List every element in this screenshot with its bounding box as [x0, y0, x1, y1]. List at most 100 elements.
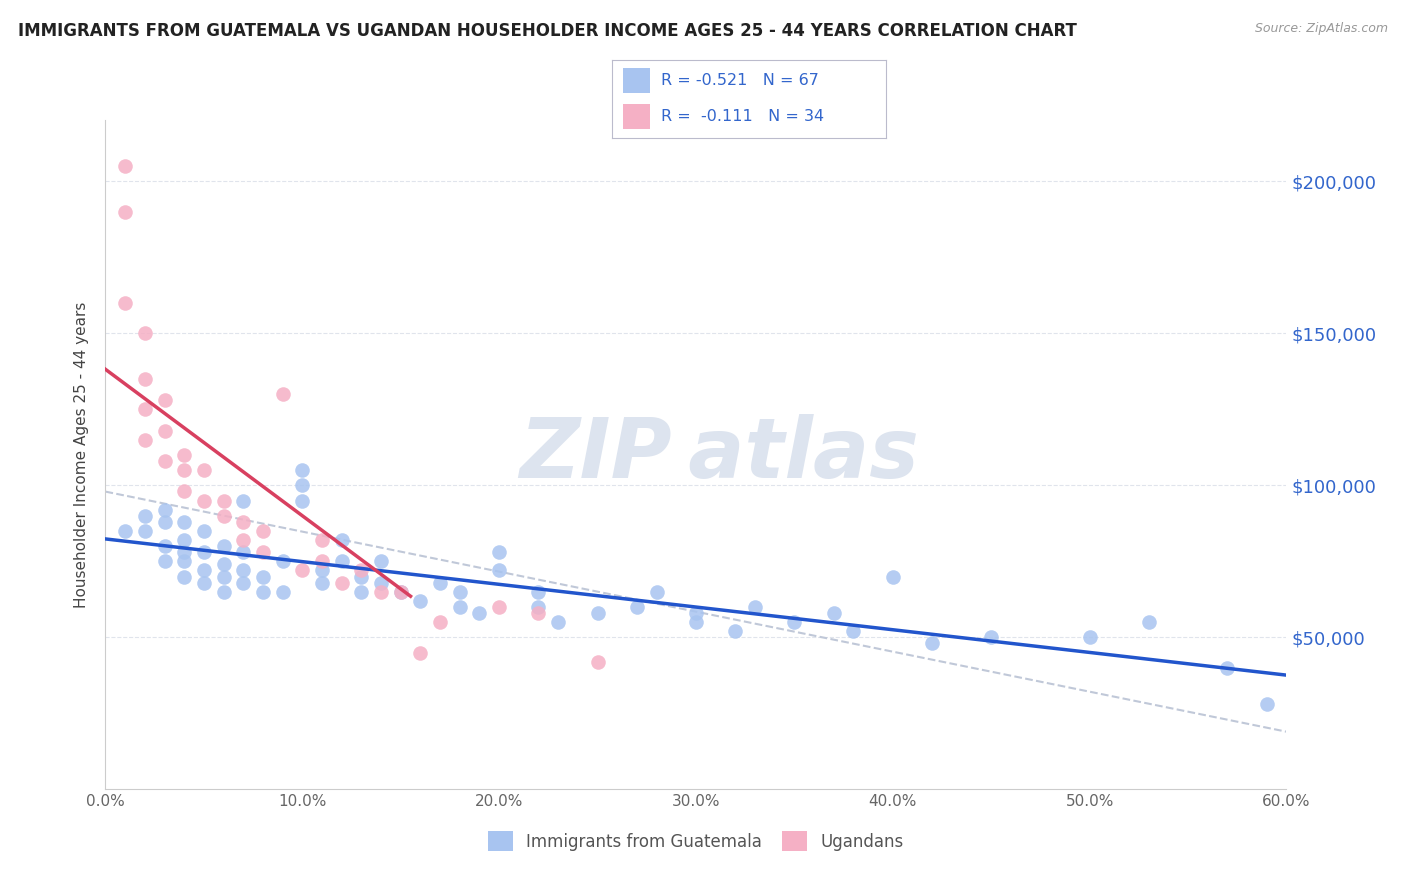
Point [153, 539, 176, 553]
Point [783, 615, 806, 630]
Point [134, 402, 156, 417]
Point [232, 564, 254, 578]
Point [488, 599, 510, 614]
Point [882, 569, 904, 583]
Point [134, 524, 156, 538]
Point [586, 655, 609, 669]
Point [547, 615, 569, 630]
Point [193, 493, 215, 508]
Bar [623, 103, 650, 128]
Point [370, 584, 392, 599]
Point [842, 624, 865, 639]
Point [311, 575, 333, 590]
Point [350, 569, 373, 583]
Point [527, 584, 550, 599]
Point [1078, 631, 1101, 645]
Point [173, 533, 195, 547]
Point [173, 463, 195, 477]
Point [271, 584, 294, 599]
Point [389, 584, 412, 599]
Point [409, 646, 432, 660]
Point [232, 545, 254, 559]
Point [252, 545, 274, 559]
Point [232, 575, 254, 590]
Text: IMMIGRANTS FROM GUATEMALA VS UGANDAN HOUSEHOLDER INCOME AGES 25 - 44 YEARS CORRE: IMMIGRANTS FROM GUATEMALA VS UGANDAN HOU… [18, 22, 1077, 40]
Point [527, 599, 550, 614]
Point [134, 326, 156, 341]
Point [212, 584, 235, 599]
Point [232, 493, 254, 508]
Point [153, 393, 176, 408]
Point [173, 448, 195, 462]
Point [134, 372, 156, 386]
Point [153, 454, 176, 468]
Point [291, 463, 314, 477]
Text: R = -0.521   N = 67: R = -0.521 N = 67 [661, 72, 818, 87]
Point [212, 508, 235, 523]
Point [153, 502, 176, 516]
Point [626, 599, 648, 614]
Point [921, 636, 943, 650]
Point [252, 524, 274, 538]
Point [114, 524, 136, 538]
Point [193, 463, 215, 477]
Point [173, 515, 195, 529]
Legend: Immigrants from Guatemala, Ugandans: Immigrants from Guatemala, Ugandans [481, 824, 911, 858]
Point [449, 599, 471, 614]
Point [291, 564, 314, 578]
Point [527, 606, 550, 620]
Point [153, 515, 176, 529]
Point [153, 424, 176, 438]
Point [1256, 698, 1278, 712]
Point [488, 545, 510, 559]
Point [330, 533, 353, 547]
Point [212, 493, 235, 508]
Y-axis label: Householder Income Ages 25 - 44 years: Householder Income Ages 25 - 44 years [75, 301, 90, 608]
Point [370, 554, 392, 568]
Point [311, 533, 333, 547]
Point [252, 584, 274, 599]
Point [980, 631, 1002, 645]
Point [724, 624, 747, 639]
Point [232, 533, 254, 547]
Point [193, 524, 215, 538]
Point [271, 554, 294, 568]
Point [173, 484, 195, 499]
Point [114, 296, 136, 310]
Point [645, 584, 668, 599]
Point [330, 554, 353, 568]
Point [1137, 615, 1160, 630]
Point [370, 575, 392, 590]
Point [1216, 661, 1239, 675]
Point [271, 387, 294, 401]
Point [488, 564, 510, 578]
Point [685, 615, 707, 630]
Point [232, 515, 254, 529]
Point [330, 575, 353, 590]
Point [389, 584, 412, 599]
Point [252, 569, 274, 583]
Point [212, 558, 235, 572]
Point [744, 599, 766, 614]
Point [685, 606, 707, 620]
Point [429, 575, 451, 590]
Point [291, 478, 314, 492]
Point [173, 545, 195, 559]
Point [193, 564, 215, 578]
Point [114, 204, 136, 219]
Point [193, 575, 215, 590]
Point [212, 569, 235, 583]
Bar [623, 68, 650, 93]
Point [311, 554, 333, 568]
Point [311, 564, 333, 578]
Text: Source: ZipAtlas.com: Source: ZipAtlas.com [1254, 22, 1388, 36]
Point [153, 554, 176, 568]
Point [350, 584, 373, 599]
Point [291, 493, 314, 508]
Point [449, 584, 471, 599]
Point [212, 539, 235, 553]
Point [173, 569, 195, 583]
Point [823, 606, 845, 620]
Point [134, 433, 156, 447]
Point [429, 615, 451, 630]
